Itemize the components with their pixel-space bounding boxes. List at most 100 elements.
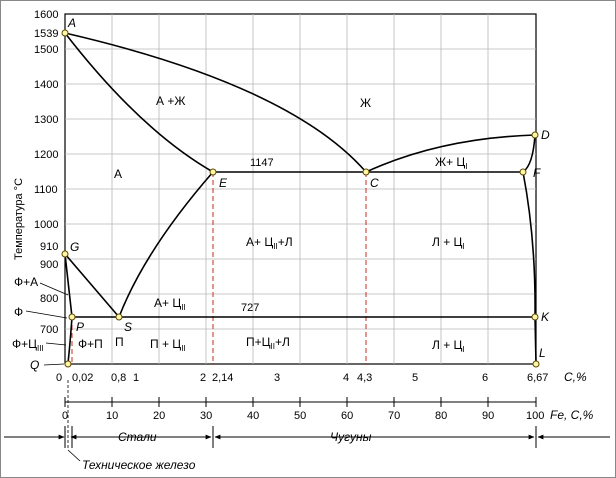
x-tick-fe-100: 100: [526, 410, 544, 422]
x-tick-c-6-67: 6,67: [527, 372, 548, 384]
line-gs: [64, 253, 120, 318]
x-tick-fe-30: 30: [200, 410, 212, 422]
label-ferrite: Ф: [14, 305, 23, 319]
label-austenite-liquid: А +Ж: [156, 94, 185, 108]
x-tick-c-2: 2: [200, 372, 206, 384]
label-ledeburite-cementite1-upper: Л + ЦI: [432, 235, 465, 251]
range-arrows: Стали Чугуны Техническое железо: [4, 380, 610, 472]
label-point-g: G: [70, 240, 79, 254]
label-eutectic-temp: 1147: [250, 157, 274, 169]
y-tick-1500: 1500: [34, 44, 58, 56]
line-gp: [64, 253, 73, 318]
line-pq: [67, 316, 73, 364]
liquidus-cd: [365, 134, 536, 173]
y-tick-910: 910: [40, 241, 58, 253]
label-ledeburite-cementite1-lower: Л + ЦI: [432, 338, 465, 354]
solidus-ae: [64, 32, 214, 173]
label-point-k: K: [541, 310, 550, 324]
y-tick-900: 900: [40, 259, 58, 271]
label-point-l: L: [539, 346, 546, 360]
line-es: [118, 171, 214, 318]
x-axis-carbon-ticks: 0 0,02 0,8 1 2 2,14 3 4 4,3 5 6 6,67 С,%: [56, 370, 587, 384]
label-pearlite-cementite2: П + ЦII: [150, 337, 186, 353]
y-tick-1539: 1539: [34, 28, 58, 40]
vertical-grid: [111, 14, 489, 364]
x-tick-fe-20: 20: [153, 410, 165, 422]
label-ferrite-cementite3: Ф+ЦIII: [12, 337, 44, 353]
y-tick-1100: 1100: [34, 184, 58, 196]
label-point-f: F: [533, 166, 541, 180]
y-tick-1300: 1300: [34, 114, 58, 126]
liquidus-ac: [64, 32, 367, 173]
x-tick-c-0-8: 0,8: [111, 372, 126, 384]
label-pearlite-cementite2-ledeburite: П+ЦII+Л: [246, 335, 290, 351]
x-tick-c-4-3: 4,3: [357, 372, 372, 384]
x-tick-c-5: 5: [412, 372, 418, 384]
y-tick-1600: 1600: [34, 9, 58, 21]
x-axis-carbon-unit: С,%: [564, 370, 587, 384]
label-technical-iron: Техническое железо: [82, 458, 196, 472]
label-point-e: E: [219, 176, 228, 190]
node-s: [115, 313, 123, 321]
label-steels: Стали: [118, 430, 157, 444]
x-tick-c-3: 3: [274, 372, 280, 384]
y-axis-ticks: 1600 1539 1500 1400 1300 1200 1100 1000 …: [34, 9, 58, 336]
label-point-a: A: [67, 16, 76, 30]
x-tick-fe-70: 70: [388, 410, 400, 422]
label-point-c: C: [370, 176, 379, 190]
label-cast-irons: Чугуны: [330, 430, 372, 444]
horizontal-grid: [65, 48, 536, 330]
label-point-d: D: [541, 128, 550, 142]
x-tick-fe-90: 90: [482, 410, 494, 422]
label-point-q: Q: [30, 358, 39, 372]
node-k: [531, 313, 539, 321]
label-liquid: Ж: [360, 96, 371, 110]
x-tick-c-1: 1: [133, 372, 139, 384]
node-c: [362, 168, 370, 176]
x-tick-c-4: 4: [343, 372, 349, 384]
label-liquid-cementite1: Ж+ ЦI: [435, 155, 468, 171]
x-axis-fe: 0 10 20 30 40 50 60 70 80 90 100 Fe, C,%: [62, 397, 594, 422]
label-ferrite-pearlite: Ф+П: [78, 337, 103, 351]
node-p: [68, 313, 76, 321]
y-tick-1400: 1400: [34, 79, 58, 91]
leader-lines: Q: [25, 282, 69, 372]
node-l: [532, 360, 540, 368]
x-tick-fe-50: 50: [294, 410, 306, 422]
y-tick-1000: 1000: [34, 219, 58, 231]
phase-labels: Ж А +Ж А Ж+ ЦI 1147 А+ ЦII+Л Л + ЦI А+ Ц…: [12, 94, 468, 354]
y-tick-1200: 1200: [34, 149, 58, 161]
node-points: [61, 29, 540, 368]
label-eutectoid-temp: 727: [241, 302, 259, 314]
y-axis-title: Температура °С: [13, 178, 25, 260]
label-austenite-cementite2-ledeburite: А+ ЦII+Л: [246, 235, 293, 251]
x-tick-fe-0: 0: [62, 410, 68, 422]
line-kl: [534, 316, 537, 365]
label-austenite-cementite2: А+ ЦII: [154, 296, 186, 312]
x-tick-fe-60: 60: [341, 410, 353, 422]
node-e: [209, 168, 217, 176]
label-point-p: P: [76, 320, 84, 334]
x-axis-fe-unit: Fe, C,%: [550, 408, 594, 422]
label-point-s: S: [124, 320, 132, 334]
node-d: [531, 131, 539, 139]
label-austenite: А: [114, 167, 122, 181]
x-tick-fe-80: 80: [435, 410, 447, 422]
node-g: [61, 250, 69, 258]
y-tick-800: 800: [40, 293, 58, 305]
y-tick-700: 700: [40, 324, 58, 336]
line-fk: [522, 171, 536, 318]
node-q: [64, 360, 72, 368]
plot-area: A D E C F G P S K L Ж А +Ж А Ж+ ЦI 1147 …: [12, 13, 550, 368]
label-pearlite: П: [115, 335, 124, 349]
x-tick-c-2-14: 2,14: [212, 372, 233, 384]
label-ferrite-austenite: Ф+А: [14, 275, 38, 289]
point-letters: A D E C F G P S K L: [67, 16, 550, 360]
x-tick-fe-40: 40: [247, 410, 259, 422]
x-tick-c-6: 6: [482, 372, 488, 384]
x-tick-fe-10: 10: [106, 410, 118, 422]
node-f: [519, 168, 527, 176]
x-tick-c-0-02: 0,02: [72, 372, 93, 384]
node-a: [61, 29, 69, 37]
